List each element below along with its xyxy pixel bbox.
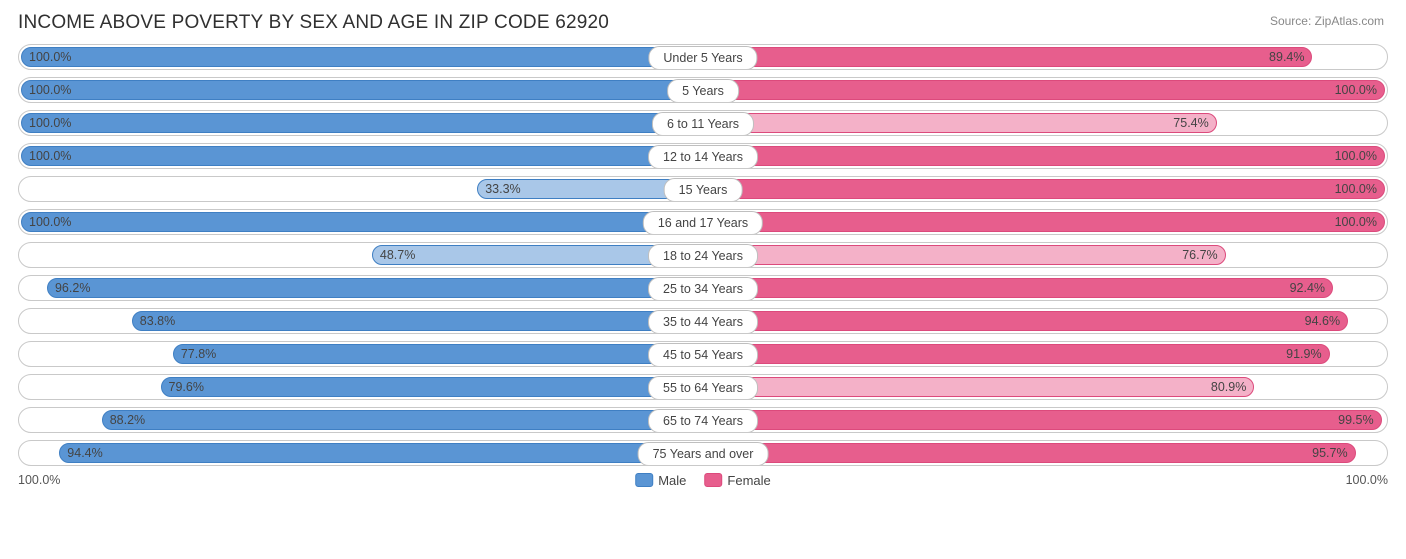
chart-row: 100.0% 89.4% Under 5 Years — [18, 44, 1388, 70]
chart-row: 77.8% 91.9% 45 to 54 Years — [18, 341, 1388, 367]
value-female: 75.4% — [1173, 116, 1208, 130]
value-male: 33.3% — [485, 182, 520, 196]
chart-row: 83.8% 94.6% 35 to 44 Years — [18, 308, 1388, 334]
value-male: 100.0% — [29, 83, 71, 97]
bar-male — [132, 311, 702, 331]
bar-male — [59, 443, 702, 463]
category-label: 25 to 34 Years — [648, 277, 758, 301]
bar-male — [173, 344, 702, 364]
chart-row: 100.0% 75.4% 6 to 11 Years — [18, 110, 1388, 136]
bar-male — [21, 113, 702, 133]
value-female: 80.9% — [1211, 380, 1246, 394]
bar-male — [21, 146, 702, 166]
axis-tick-left: 100.0% — [18, 473, 60, 487]
bar-female — [704, 212, 1385, 232]
category-label: Under 5 Years — [648, 46, 757, 70]
value-male: 100.0% — [29, 50, 71, 64]
bar-female — [704, 410, 1382, 430]
swatch-female — [704, 473, 722, 487]
bar-female — [704, 80, 1385, 100]
swatch-male — [635, 473, 653, 487]
bar-male — [21, 212, 702, 232]
legend-label-female: Female — [727, 473, 770, 488]
bar-female — [704, 47, 1312, 67]
bar-female — [704, 377, 1254, 397]
legend-item-male: Male — [635, 473, 686, 488]
chart-row: 79.6% 80.9% 55 to 64 Years — [18, 374, 1388, 400]
value-male: 83.8% — [140, 314, 175, 328]
value-male: 77.8% — [181, 347, 216, 361]
chart-row: 94.4% 95.7% 75 Years and over — [18, 440, 1388, 466]
bar-female — [704, 113, 1217, 133]
bar-male — [47, 278, 702, 298]
value-female: 94.6% — [1305, 314, 1340, 328]
chart-title: INCOME ABOVE POVERTY BY SEX AND AGE IN Z… — [18, 12, 1388, 34]
value-female: 99.5% — [1338, 413, 1373, 427]
bar-female — [704, 344, 1330, 364]
value-female: 100.0% — [1335, 149, 1377, 163]
value-female: 76.7% — [1182, 248, 1217, 262]
category-label: 55 to 64 Years — [648, 376, 758, 400]
category-label: 65 to 74 Years — [648, 409, 758, 433]
value-male: 100.0% — [29, 215, 71, 229]
bar-female — [704, 443, 1356, 463]
bar-female — [704, 245, 1226, 265]
bar-female — [704, 146, 1385, 166]
value-female: 89.4% — [1269, 50, 1304, 64]
bar-male — [102, 410, 702, 430]
category-label: 6 to 11 Years — [652, 112, 754, 136]
category-label: 45 to 54 Years — [648, 343, 758, 367]
value-female: 92.4% — [1290, 281, 1325, 295]
legend: Male Female — [635, 473, 771, 488]
axis-tick-right: 100.0% — [1346, 473, 1388, 487]
value-female: 91.9% — [1286, 347, 1321, 361]
chart-row: 88.2% 99.5% 65 to 74 Years — [18, 407, 1388, 433]
chart-row: 33.3% 100.0% 15 Years — [18, 176, 1388, 202]
legend-label-male: Male — [658, 473, 686, 488]
bar-female — [704, 311, 1348, 331]
value-male: 96.2% — [55, 281, 90, 295]
value-female: 100.0% — [1335, 215, 1377, 229]
category-label: 5 Years — [667, 79, 739, 103]
bar-female — [704, 179, 1385, 199]
chart-row: 100.0% 100.0% 16 and 17 Years — [18, 209, 1388, 235]
chart-row: 48.7% 76.7% 18 to 24 Years — [18, 242, 1388, 268]
category-label: 35 to 44 Years — [648, 310, 758, 334]
diverging-bar-chart: 100.0% 89.4% Under 5 Years 100.0% 100.0% 5 Ye… — [18, 44, 1388, 466]
value-female: 95.7% — [1312, 446, 1347, 460]
bar-female — [704, 278, 1333, 298]
legend-item-female: Female — [704, 473, 770, 488]
category-label: 16 and 17 Years — [643, 211, 763, 235]
category-label: 15 Years — [664, 178, 743, 202]
chart-row: 96.2% 92.4% 25 to 34 Years — [18, 275, 1388, 301]
chart-row: 100.0% 100.0% 12 to 14 Years — [18, 143, 1388, 169]
category-label: 12 to 14 Years — [648, 145, 758, 169]
chart-source: Source: ZipAtlas.com — [1270, 14, 1384, 28]
bar-male — [21, 47, 702, 67]
value-female: 100.0% — [1335, 182, 1377, 196]
value-male: 48.7% — [380, 248, 415, 262]
category-label: 75 Years and over — [638, 442, 769, 466]
value-male: 88.2% — [110, 413, 145, 427]
value-male: 100.0% — [29, 116, 71, 130]
bar-male — [21, 80, 702, 100]
chart-row: 100.0% 100.0% 5 Years — [18, 77, 1388, 103]
bar-male — [161, 377, 702, 397]
value-male: 94.4% — [67, 446, 102, 460]
value-male: 100.0% — [29, 149, 71, 163]
value-male: 79.6% — [169, 380, 204, 394]
category-label: 18 to 24 Years — [648, 244, 758, 268]
x-axis: 100.0% 100.0% Male Female — [18, 471, 1388, 493]
value-female: 100.0% — [1335, 83, 1377, 97]
